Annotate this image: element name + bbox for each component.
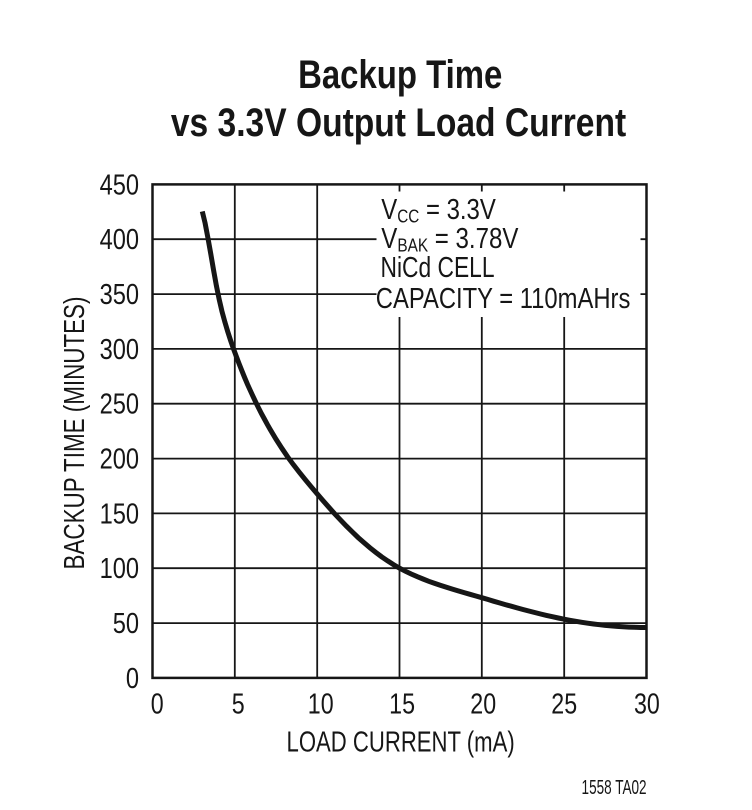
svg-text:450: 450: [100, 168, 139, 201]
svg-text:CAPACITY = 110mAHrs: CAPACITY = 110mAHrs: [376, 282, 631, 315]
svg-text:VBAK = 3.78V: VBAK = 3.78V: [381, 222, 519, 256]
svg-text:150: 150: [100, 497, 139, 530]
svg-text:25: 25: [551, 687, 577, 720]
svg-text:vs 3.3V Output Load Current: vs 3.3V Output Load Current: [171, 100, 626, 144]
svg-text:400: 400: [100, 223, 139, 256]
svg-text:30: 30: [634, 687, 660, 720]
svg-text:LOAD CURRENT (mA): LOAD CURRENT (mA): [287, 727, 515, 758]
svg-text:0: 0: [151, 687, 164, 720]
svg-text:Backup Time: Backup Time: [298, 52, 502, 97]
svg-text:50: 50: [113, 607, 139, 640]
svg-text:5: 5: [232, 687, 245, 720]
svg-text:200: 200: [100, 442, 139, 475]
svg-text:350: 350: [100, 278, 139, 311]
svg-text:300: 300: [100, 332, 139, 365]
svg-text:BACKUP TIME (MINUTES): BACKUP TIME (MINUTES): [60, 297, 91, 570]
svg-text:15: 15: [389, 687, 415, 720]
svg-text:0: 0: [126, 661, 139, 694]
svg-text:10: 10: [308, 687, 334, 720]
svg-text:NiCd CELL: NiCd CELL: [381, 253, 495, 284]
svg-text:1558 TA02: 1558 TA02: [582, 775, 647, 799]
svg-text:100: 100: [100, 552, 139, 585]
svg-text:20: 20: [470, 687, 496, 720]
svg-text:250: 250: [100, 387, 139, 420]
